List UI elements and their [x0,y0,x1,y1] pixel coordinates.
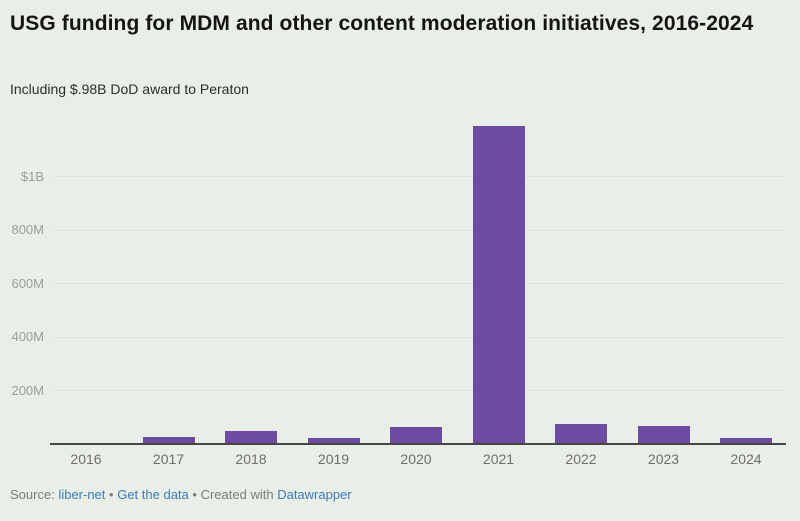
bar-2023 [637,426,690,444]
source-link[interactable]: liber-net [58,487,106,502]
x-axis-label-2016: 2016 [70,451,102,467]
y-axis-tick-label: 800M [11,222,44,237]
y-axis-tick-label: 600M [11,275,44,291]
x-axis-label-2018: 2018 [235,451,267,467]
gridline-400M [55,336,784,338]
chart-title: USG funding for MDM and other content mo… [10,12,754,35]
created-with-label: Created with [200,487,274,502]
x-axis-line [50,443,786,445]
source-label: Source: [10,487,55,502]
bar-2018 [225,431,277,444]
bar-2022 [555,424,607,444]
bar-2019 [307,438,360,444]
y-axis-tick-label: 400M [11,329,44,344]
x-axis-label-2024: 2024 [730,451,762,467]
gridline-200M [55,390,784,391]
y-axis-tick-label: $1B [20,168,44,184]
x-axis-label-2021: 2021 [482,451,515,467]
x-axis-label-2019: 2019 [317,451,350,467]
bar-2017 [142,437,195,444]
datawrapper-link[interactable]: Datawrapper [277,487,352,502]
chart-subtitle: Including $.98B DoD award to Peraton [10,81,249,97]
gridline-$1B [55,176,784,177]
bar-2024 [720,438,772,444]
bar-2020 [390,427,442,444]
y-axis-tick-label: 200M [11,382,44,398]
x-axis-label-2020: 2020 [400,451,432,467]
gridline-800M [55,229,784,231]
gridline-600M [55,283,784,284]
x-axis-label-2023: 2023 [647,451,680,467]
x-axis-label-2022: 2022 [565,451,597,467]
footer-separator: • [109,487,114,502]
x-axis-label-2017: 2017 [152,451,185,467]
bar-2021 [472,126,525,444]
footer-separator: • [192,487,197,502]
chart-footer: Source: liber-net • Get the data • Creat… [10,487,352,502]
get-data-link[interactable]: Get the data [117,487,189,502]
